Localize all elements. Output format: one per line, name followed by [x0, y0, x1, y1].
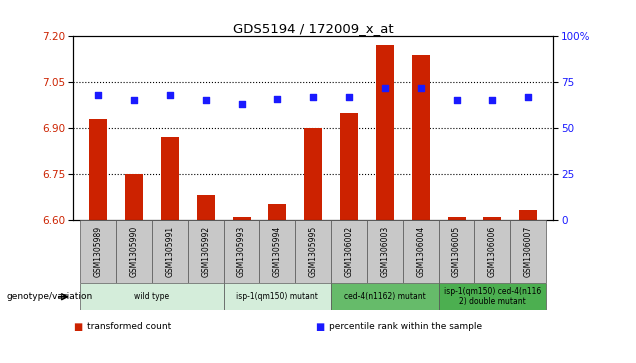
- Bar: [474, 220, 510, 283]
- Bar: [80, 220, 116, 283]
- Bar: [304, 128, 322, 220]
- Point: [380, 85, 390, 90]
- Point: [165, 92, 175, 98]
- Text: GSM1305990: GSM1305990: [130, 226, 139, 277]
- Text: GSM1306004: GSM1306004: [416, 226, 425, 277]
- Point: [452, 98, 462, 103]
- Point: [200, 98, 211, 103]
- Bar: [161, 137, 179, 220]
- Text: wild type: wild type: [134, 292, 170, 301]
- Bar: [448, 217, 466, 220]
- Text: transformed count: transformed count: [87, 322, 171, 331]
- Bar: [89, 119, 107, 220]
- Text: ■: ■: [315, 322, 324, 332]
- Text: GSM1305991: GSM1305991: [165, 226, 174, 277]
- Bar: [259, 220, 295, 283]
- Bar: [411, 54, 430, 220]
- Point: [523, 94, 534, 100]
- Bar: [439, 220, 474, 283]
- Bar: [376, 45, 394, 220]
- Bar: [224, 220, 259, 283]
- Text: GSM1305994: GSM1305994: [273, 226, 282, 277]
- Text: GSM1306006: GSM1306006: [488, 226, 497, 277]
- Bar: [197, 195, 215, 220]
- Bar: [80, 283, 224, 310]
- Bar: [331, 283, 439, 310]
- Text: GSM1305992: GSM1305992: [201, 226, 211, 277]
- Text: ced-4(n1162) mutant: ced-4(n1162) mutant: [344, 292, 425, 301]
- Bar: [224, 283, 331, 310]
- Text: GSM1306003: GSM1306003: [380, 226, 389, 277]
- Bar: [268, 204, 286, 220]
- Text: ■: ■: [73, 322, 83, 332]
- Bar: [125, 174, 143, 220]
- Bar: [233, 217, 251, 220]
- Text: GSM1305989: GSM1305989: [93, 226, 103, 277]
- Text: GSM1305995: GSM1305995: [308, 226, 318, 277]
- Bar: [403, 220, 439, 283]
- Bar: [519, 211, 537, 220]
- Title: GDS5194 / 172009_x_at: GDS5194 / 172009_x_at: [233, 22, 394, 35]
- Text: isp-1(qm150) mutant: isp-1(qm150) mutant: [237, 292, 319, 301]
- Text: GSM1306007: GSM1306007: [523, 226, 533, 277]
- Point: [308, 94, 319, 100]
- Point: [344, 94, 354, 100]
- Bar: [295, 220, 331, 283]
- Bar: [510, 220, 546, 283]
- Text: isp-1(qm150) ced-4(n116
2) double mutant: isp-1(qm150) ced-4(n116 2) double mutant: [444, 287, 541, 306]
- Bar: [340, 113, 358, 220]
- Point: [416, 85, 426, 90]
- Bar: [152, 220, 188, 283]
- Bar: [116, 220, 152, 283]
- Text: genotype/variation: genotype/variation: [6, 292, 93, 301]
- Text: percentile rank within the sample: percentile rank within the sample: [329, 322, 482, 331]
- Point: [487, 98, 497, 103]
- Bar: [188, 220, 224, 283]
- Point: [129, 98, 139, 103]
- Point: [272, 96, 282, 102]
- Bar: [439, 283, 546, 310]
- Bar: [483, 217, 501, 220]
- Bar: [367, 220, 403, 283]
- Bar: [331, 220, 367, 283]
- Text: GSM1306002: GSM1306002: [345, 226, 354, 277]
- Text: GSM1305993: GSM1305993: [237, 226, 246, 277]
- Text: GSM1306005: GSM1306005: [452, 226, 461, 277]
- Point: [93, 92, 103, 98]
- Point: [237, 101, 247, 107]
